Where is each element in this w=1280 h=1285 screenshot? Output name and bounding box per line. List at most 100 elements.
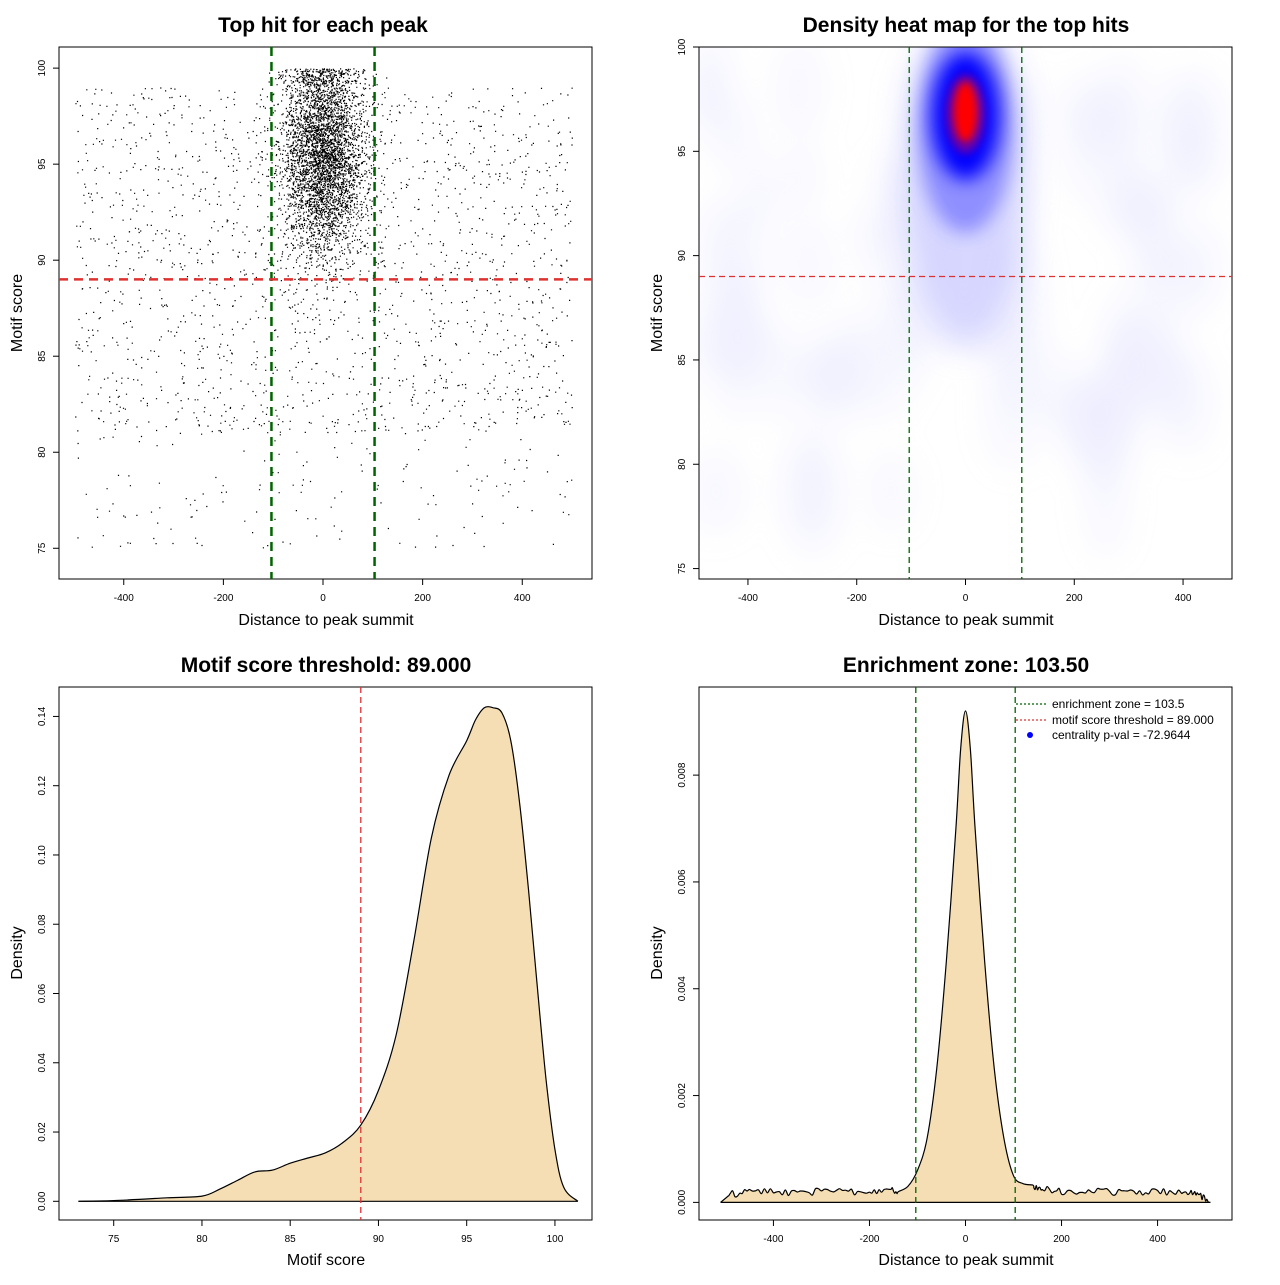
heatmap-y-tick-label: 85 xyxy=(677,354,688,366)
heatmap-background-blob xyxy=(784,139,821,213)
scatter-points xyxy=(75,68,573,549)
score-density-y-tick-label: 0.04 xyxy=(37,1053,48,1073)
score-density-y-tick-label: 0.10 xyxy=(37,845,48,865)
heatmap-background-blob xyxy=(1150,343,1192,433)
distance-density-x-tick-label: 0 xyxy=(963,1234,969,1245)
heatmap-y-tick-label: 80 xyxy=(677,458,688,470)
heatmap-background-blob xyxy=(1104,52,1144,166)
score-density-curve xyxy=(78,706,579,1202)
heatmap-background-blob xyxy=(1101,318,1161,390)
heatmap-y-tick-label: 95 xyxy=(677,145,688,157)
heatmap-background-blob xyxy=(1029,351,1083,431)
scatter-x-axis-label: Distance to peak summit xyxy=(238,612,414,629)
scatter-x-tick-label: 0 xyxy=(320,593,326,604)
score-density-y-tick-label: 0.14 xyxy=(37,706,48,726)
score-density-y-axis-label: Density xyxy=(9,926,26,979)
score-density-plot-area: 75 80 85 90 95 100 0.00 0.02 0.04 0.06 0.08 0.10 0.1… xyxy=(37,686,593,1245)
heatmap-background-blob xyxy=(1061,72,1121,153)
heatmap-density xyxy=(699,47,1228,560)
distance-density-x-axis-label: Distance to peak summit xyxy=(878,1252,1054,1269)
distance-density-x-tick-label: -400 xyxy=(763,1234,783,1245)
heatmap-background-blob xyxy=(875,147,915,219)
scatter-x-tick-label: -200 xyxy=(213,593,233,604)
score-density-x-tick-label: 75 xyxy=(108,1234,120,1245)
heatmap-y-tick-label: 100 xyxy=(677,38,688,55)
legend-centrality-label: centrality p-val = -72.9644 xyxy=(1052,728,1191,742)
score-density-y-tick-label: 0.00 xyxy=(37,1191,48,1211)
heatmap-background-blob xyxy=(699,450,745,534)
distance-density-x-tick-label: -200 xyxy=(859,1234,879,1245)
heatmap-background-blob xyxy=(783,219,834,309)
heatmap-background-blob xyxy=(1183,220,1222,310)
heatmap-background-density xyxy=(699,47,1228,560)
legend-enrichment-zone-label: enrichment zone = 103.5 xyxy=(1052,697,1185,711)
scatter-x-tick-label: 200 xyxy=(414,593,431,604)
distance-density-x-tick-label: 200 xyxy=(1053,1234,1070,1245)
scatter-y-tick-label: 75 xyxy=(37,542,48,554)
distance-density-curve xyxy=(720,710,1211,1204)
legend: enrichment zone = 103.5 motif score thre… xyxy=(1016,697,1214,742)
scatter-y-tick-label: 85 xyxy=(37,350,48,362)
heatmap-y-tick-label: 75 xyxy=(677,563,688,575)
heatmap-background-blob xyxy=(855,308,914,421)
heatmap-plot-area: -400 -200 0 200 400 75 80 85 90 95 100 xyxy=(677,38,1233,604)
score-density-panel: Motif score threshold: 89.000 75 80 85 90 95… xyxy=(9,654,593,1269)
score-density-y-tick-label: 0.02 xyxy=(37,1122,48,1142)
scatter-title: Top hit for each peak xyxy=(218,14,428,37)
heatmap-background-blob xyxy=(717,320,757,425)
scatter-y-tick-label: 80 xyxy=(37,446,48,458)
distance-density-y-axis-label: Density xyxy=(649,926,666,979)
scatter-plot-area: -400 -200 0 200 400 75 80 85 90 95 100 xyxy=(37,46,593,604)
distance-density-x-tick-label: 400 xyxy=(1149,1234,1166,1245)
scatter-panel: Top hit for each peak -400 -200 0 200 400 75 8… xyxy=(9,14,593,629)
heatmap-background-blob xyxy=(773,47,825,137)
heatmap-x-tick-label: 200 xyxy=(1066,593,1083,604)
distance-density-y-tick-label: 0.002 xyxy=(677,1083,688,1108)
score-density-title: Motif score threshold: 89.000 xyxy=(181,654,472,677)
legend-centrality-swatch xyxy=(1027,732,1033,738)
distance-density-y-tick-label: 0.000 xyxy=(677,1189,688,1214)
score-density-area-fill xyxy=(78,706,578,1202)
scatter-y-tick-label: 100 xyxy=(37,59,48,76)
legend-motif-threshold-label: motif score threshold = 89.000 xyxy=(1052,713,1214,727)
heatmap-background-blob xyxy=(804,354,844,431)
heatmap-background-blob xyxy=(699,47,731,128)
heatmap-background-blob xyxy=(1170,71,1228,191)
distance-density-plot-area: -400 -200 0 200 400 0.000 0.002 0.004 0.006 0.008 xyxy=(677,686,1233,1245)
heatmap-background-blob xyxy=(868,451,914,531)
heatmap-panel: Density heat map for the top hits -400 -2… xyxy=(649,14,1233,629)
scatter-x-tick-label: 400 xyxy=(514,593,531,604)
heatmap-y-axis-label: Motif score xyxy=(649,274,666,352)
heatmap-background-blob xyxy=(853,203,894,264)
heatmap-x-tick-label: -200 xyxy=(847,593,867,604)
heatmap-red-core xyxy=(953,81,978,142)
heatmap-x-tick-label: -400 xyxy=(738,593,758,604)
scatter-x-tick-label: -400 xyxy=(114,593,134,604)
heatmap-background-blob xyxy=(1131,178,1171,241)
distance-density-area-fill xyxy=(720,711,1211,1203)
score-density-y-tick-label: 0.08 xyxy=(37,914,48,934)
heatmap-x-axis-label: Distance to peak summit xyxy=(878,612,1054,629)
score-density-x-tick-label: 80 xyxy=(196,1234,208,1245)
heatmap-x-tick-label: 0 xyxy=(963,593,969,604)
heatmap-background-blob xyxy=(985,364,1040,469)
score-density-y-tick-label: 0.12 xyxy=(37,776,48,796)
score-density-x-tick-label: 90 xyxy=(373,1234,385,1245)
scatter-point-marks xyxy=(75,68,573,549)
distance-density-y-tick-label: 0.004 xyxy=(677,976,688,1001)
scatter-y-tick-label: 90 xyxy=(37,254,48,266)
heatmap-background-blob xyxy=(785,442,842,558)
distance-density-panel: Enrichment zone: 103.50 -400 -200 0 200 400 0… xyxy=(649,654,1233,1269)
heatmap-title: Density heat map for the top hits xyxy=(803,14,1130,37)
score-density-x-tick-label: 100 xyxy=(547,1234,564,1245)
heatmap-background-blob xyxy=(756,323,803,423)
distance-density-title: Enrichment zone: 103.50 xyxy=(843,654,1089,677)
scatter-y-tick-label: 95 xyxy=(37,158,48,170)
score-density-x-tick-label: 85 xyxy=(285,1234,297,1245)
distance-density-y-tick-label: 0.008 xyxy=(677,762,688,787)
score-density-x-tick-label: 95 xyxy=(461,1234,473,1245)
heatmap-background-blob xyxy=(1072,373,1124,450)
score-density-y-tick-label: 0.06 xyxy=(37,983,48,1003)
